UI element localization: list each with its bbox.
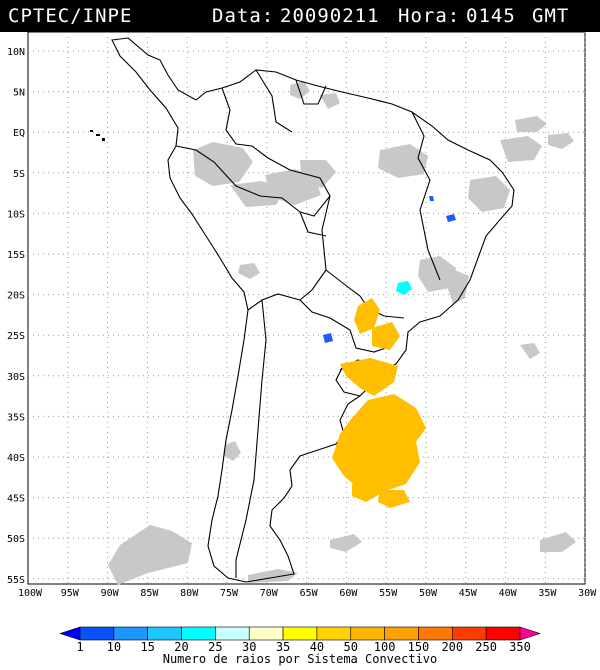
colorbar-box — [519, 626, 541, 641]
colorbar-tick-label: 250 — [475, 640, 497, 654]
colorbar-box — [181, 626, 216, 641]
colorbar-tick-label: 100 — [373, 640, 396, 654]
longitude-label: 65W — [300, 588, 319, 598]
colorbar-box — [215, 626, 250, 641]
latitude-label: 10S — [7, 209, 25, 220]
colorbar-tick-label: 35 — [275, 640, 291, 654]
latitude-label: 55S — [7, 575, 25, 586]
latitude-label: 15S — [7, 250, 25, 261]
latitude-label: 5N — [13, 88, 25, 99]
latitude-label: 50S — [7, 534, 25, 545]
colorbar-boxes — [59, 626, 541, 641]
longitude-label: 95W — [61, 588, 80, 598]
longitude-label: 30W — [578, 588, 597, 598]
colorbar-box — [452, 626, 487, 641]
colorbar-tick-label: 150 — [407, 640, 430, 654]
latitude-label: 20S — [7, 291, 25, 302]
colorbar — [59, 626, 541, 641]
colorbar-tick-label: 40 — [309, 640, 325, 654]
date-value: 20090211 — [280, 5, 380, 27]
latitude-label: 45S — [7, 494, 25, 505]
hour-value: 0145 — [466, 5, 516, 27]
colorbar-box — [113, 626, 148, 641]
longitude-labels: 100W 95W 90W 85W 80W 75W 70W 65W 60W 55W 50W 45W 40W… — [18, 588, 597, 598]
latitude-label: EQ — [13, 128, 25, 139]
cloud-areas — [108, 81, 576, 585]
header-bar: CPTEC/INPE Data: 20090211 Hora: 0145 GMT — [0, 0, 600, 32]
colorbar-box — [418, 626, 453, 641]
latitude-label: 10N — [7, 47, 25, 58]
latitude-label: 35S — [7, 412, 25, 423]
colorbar-tick-label: 20 — [174, 640, 189, 654]
latitude-label: 40S — [7, 453, 25, 464]
longitude-label: 55W — [379, 588, 398, 598]
longitude-label: 45W — [459, 588, 478, 598]
longitude-label: 100W — [18, 588, 43, 598]
colorbar-tick-label: 10 — [106, 640, 122, 654]
latitude-labels: 10N 5N EQ 5S 10S 15S 20S 25S 30S 35S 40S 45S 50S 55S — [7, 47, 25, 586]
longitude-label: 60W — [339, 588, 358, 598]
colorbar-box — [350, 626, 385, 641]
colorbar-tick-label: 200 — [441, 640, 464, 654]
date-label: Data: — [212, 5, 275, 27]
longitude-label: 90W — [101, 588, 120, 598]
colorbar-tick-label: 15 — [140, 640, 155, 654]
source-label: CPTEC/INPE — [8, 5, 133, 27]
colorbar-box — [316, 626, 352, 641]
galapagos-islands — [90, 130, 105, 141]
colorbar-box — [79, 626, 115, 641]
colorbar-tick-label: 1 — [76, 640, 84, 654]
colorbar-box — [147, 626, 182, 641]
latitude-label: 30S — [7, 372, 25, 383]
colorbar-tick-label: 350 — [509, 640, 531, 654]
longitude-label: 35W — [538, 588, 557, 598]
latitude-label: 25S — [7, 331, 25, 342]
lightning-systems — [323, 196, 456, 508]
colorbar-box — [282, 626, 318, 641]
coastlines — [111, 37, 515, 583]
colorbar-box — [59, 626, 81, 641]
longitude-label: 70W — [260, 588, 279, 598]
colorbar-box — [248, 626, 284, 641]
longitude-label: 50W — [419, 588, 438, 598]
longitude-label: 75W — [220, 588, 239, 598]
colorbar-title: Numero de raios por Sistema Convectivo — [162, 652, 438, 666]
colorbar-tick-label: 25 — [208, 640, 223, 654]
longitude-label: 85W — [140, 588, 159, 598]
colorbar-tick-label: 50 — [343, 640, 358, 654]
hour-label: Hora: — [398, 5, 461, 27]
colorbar-box — [384, 626, 419, 641]
colorbar-tick-label: 30 — [241, 640, 257, 654]
longitude-label: 80W — [180, 588, 199, 598]
latitude-label: 5S — [13, 169, 25, 180]
longitude-label: 40W — [499, 588, 518, 598]
timezone-label: GMT — [532, 5, 570, 27]
lightning-map: 10N5NEQ5S10S15S20S25S30S35S40S45S50S55S … — [7, 32, 597, 598]
colorbar-box — [485, 626, 521, 641]
